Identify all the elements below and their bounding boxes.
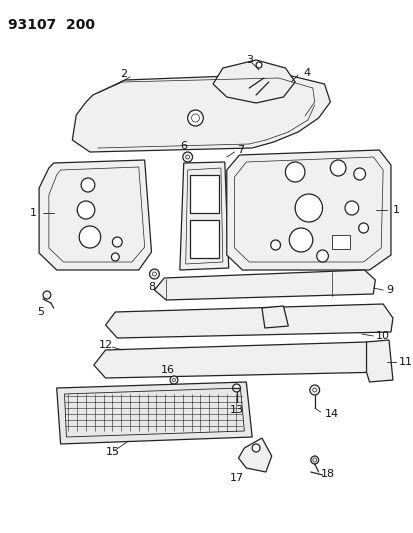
Circle shape [312,388,316,392]
Text: 13: 13 [229,405,243,415]
Text: 10: 10 [375,331,389,341]
Polygon shape [72,74,330,152]
Circle shape [270,240,280,250]
Text: 4: 4 [302,68,309,78]
Circle shape [152,272,156,276]
Text: 18: 18 [320,469,334,479]
Circle shape [353,168,365,180]
Text: 17: 17 [229,473,243,483]
Circle shape [252,444,259,452]
Circle shape [285,162,304,182]
Polygon shape [94,342,388,378]
Text: 7: 7 [237,145,244,155]
Text: 12: 12 [98,340,112,350]
Circle shape [256,62,261,68]
Circle shape [316,250,328,262]
Circle shape [170,376,178,384]
Text: 3: 3 [245,55,252,65]
Circle shape [187,110,203,126]
Circle shape [43,291,51,299]
Circle shape [149,269,159,279]
Text: 6: 6 [180,141,187,151]
Text: 2: 2 [120,69,127,79]
Text: 8: 8 [147,282,155,292]
Polygon shape [366,340,392,382]
Circle shape [191,114,199,122]
Circle shape [309,385,319,395]
Polygon shape [154,270,375,300]
Circle shape [310,456,318,464]
Text: 16: 16 [161,365,175,375]
Circle shape [77,201,95,219]
Circle shape [330,160,345,176]
Circle shape [81,178,95,192]
Circle shape [312,458,316,462]
Text: 1: 1 [30,208,37,218]
Bar [189,175,218,213]
Polygon shape [261,306,287,328]
Bar [189,220,218,258]
Circle shape [111,253,119,261]
Text: 93107  200: 93107 200 [8,18,95,32]
Circle shape [289,228,312,252]
Circle shape [172,378,175,382]
Polygon shape [238,438,271,472]
Polygon shape [57,382,252,444]
Polygon shape [213,60,294,103]
Circle shape [185,155,189,159]
Circle shape [294,194,322,222]
Text: 11: 11 [398,357,412,367]
Bar [332,235,349,249]
Text: 15: 15 [105,447,119,457]
Text: 1: 1 [392,205,399,215]
Text: 14: 14 [324,409,338,419]
Text: 5: 5 [38,307,45,317]
Circle shape [232,384,240,392]
Circle shape [79,226,100,248]
Polygon shape [226,150,390,270]
Circle shape [112,237,122,247]
Polygon shape [105,304,392,338]
Text: 9: 9 [385,285,392,295]
Circle shape [344,201,358,215]
Polygon shape [39,160,151,270]
Circle shape [182,152,192,162]
Circle shape [358,223,368,233]
Polygon shape [179,162,228,270]
